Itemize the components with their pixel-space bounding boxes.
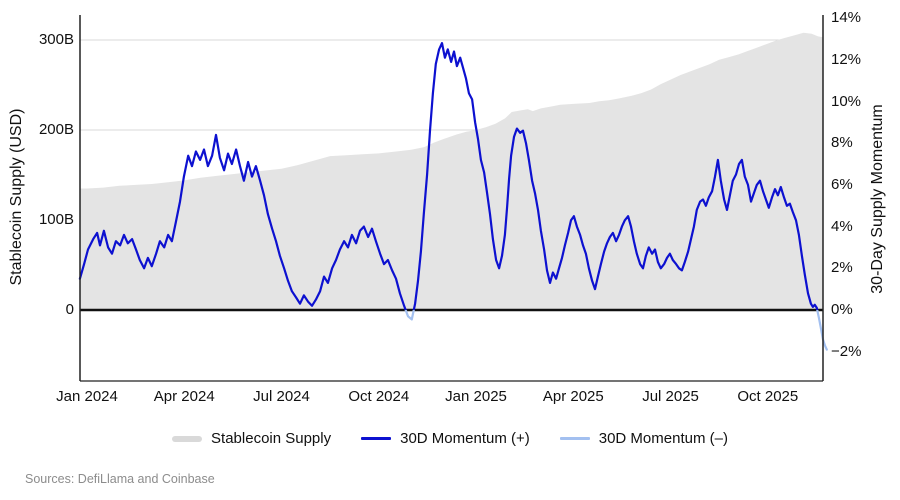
right-axis-tick-label: 8% — [831, 134, 853, 152]
chart-legend: Stablecoin Supply 30D Momentum (+) 30D M… — [0, 430, 900, 447]
left-axis-tick-label: 0 — [65, 301, 74, 318]
x-axis-tick-label: Apr 2025 — [542, 388, 604, 405]
x-axis-tick-label: Oct 2025 — [737, 388, 799, 405]
x-axis-tick-label: Jul 2025 — [642, 388, 699, 405]
x-axis-tick-label: Oct 2024 — [348, 388, 410, 405]
legend-label: Stablecoin Supply — [211, 430, 332, 447]
legend-item-stablecoin-supply: Stablecoin Supply — [172, 430, 331, 447]
right-axis-tick-label: 6% — [831, 175, 853, 193]
x-axis-tick-label: Apr 2024 — [153, 388, 215, 405]
right-axis-tick-label: 2% — [831, 259, 853, 277]
x-axis-tick-label: Jan 2025 — [445, 388, 507, 405]
right-axis-tick-label: 0% — [831, 301, 853, 318]
left-axis-tick-label: 100B — [38, 211, 74, 228]
momentum-line-positive — [78, 42, 819, 310]
legend-item-momentum-negative: 30D Momentum (–) — [559, 430, 728, 447]
momentum-positive-line-swatch-icon — [361, 437, 392, 440]
x-axis-tick-label: Jul 2024 — [253, 388, 310, 405]
legend-item-momentum-positive: 30D Momentum (+) — [361, 430, 530, 447]
supply-area — [79, 32, 823, 311]
left-axis-title: Stablecoin Supply (USD) — [8, 108, 25, 286]
right-axis-title: 30-Day Supply Momentum — [869, 104, 886, 294]
right-axis-tick-label: 4% — [831, 217, 853, 235]
source-note: Sources: DefiLlama and Coinbase — [25, 472, 215, 486]
right-axis-tick-label: 10% — [831, 92, 862, 110]
momentum-negative-line-swatch-icon — [559, 437, 590, 440]
left-axis-tick-label: 200B — [38, 121, 74, 138]
legend-label: 30D Momentum (+) — [400, 430, 530, 447]
legend-label: 30D Momentum (–) — [598, 430, 728, 447]
right-axis-tick-label: 12% — [831, 50, 862, 68]
right-axis-tick-label: 14% — [831, 9, 862, 27]
right-axis-tick-label: −2% — [831, 342, 862, 360]
x-axis-tick-label: Jan 2024 — [56, 388, 118, 405]
supply-area-swatch-icon — [172, 435, 203, 442]
left-axis-tick-label: 300B — [38, 31, 74, 48]
